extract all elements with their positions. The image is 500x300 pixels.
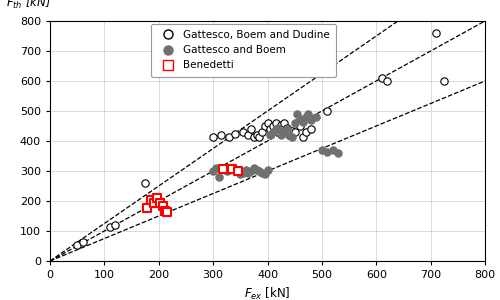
Point <box>78 239 86 244</box>
Point <box>209 134 217 139</box>
Point <box>231 131 239 136</box>
Point <box>290 121 298 125</box>
Point <box>302 115 310 119</box>
Point <box>378 76 386 80</box>
Point <box>228 166 236 171</box>
Point <box>247 127 255 131</box>
Point <box>242 167 250 172</box>
Point <box>307 118 315 122</box>
Point <box>156 200 164 205</box>
Point <box>280 121 288 125</box>
Point <box>244 170 252 175</box>
Point <box>277 122 285 127</box>
Point <box>158 204 166 209</box>
Point <box>266 133 274 137</box>
Point <box>261 124 269 128</box>
Point <box>234 169 241 173</box>
Point <box>269 130 277 134</box>
Point <box>272 127 280 131</box>
Point <box>269 124 277 128</box>
Point <box>228 166 236 170</box>
Point <box>329 148 337 152</box>
Point <box>209 169 217 173</box>
Point <box>282 125 290 130</box>
Point <box>250 166 258 170</box>
Point <box>312 115 320 119</box>
Point <box>334 151 342 155</box>
Point <box>258 130 266 134</box>
Point <box>162 208 170 213</box>
Point <box>288 134 296 139</box>
Legend: Gattesco, Boem and Dudine, Gattesco and Boem, Benedetti: Gattesco, Boem and Dudine, Gattesco and … <box>151 24 336 77</box>
Point <box>239 130 247 134</box>
Point <box>146 197 154 202</box>
Point <box>141 181 149 185</box>
Point <box>324 109 332 113</box>
Point <box>143 205 151 210</box>
Point <box>266 127 274 131</box>
Point <box>274 130 282 134</box>
Point <box>282 127 290 131</box>
Point <box>288 128 296 133</box>
Point <box>294 112 302 116</box>
Point <box>234 169 241 173</box>
Point <box>280 128 288 133</box>
Point <box>272 121 280 125</box>
Point <box>247 169 255 173</box>
Point <box>285 133 293 137</box>
Point <box>236 172 244 176</box>
Point <box>256 169 264 173</box>
Point <box>150 200 158 205</box>
Point <box>324 149 332 154</box>
Point <box>153 196 161 200</box>
Point <box>302 130 310 134</box>
Point <box>432 31 440 35</box>
Point <box>258 170 266 175</box>
Point <box>383 79 391 83</box>
Point <box>226 134 234 139</box>
Point <box>274 125 282 130</box>
Point <box>318 148 326 152</box>
Point <box>226 167 234 172</box>
Point <box>440 79 448 83</box>
Point <box>304 112 312 116</box>
Text: $F_{th}$ [kN]: $F_{th}$ [kN] <box>6 0 52 11</box>
Point <box>252 167 260 172</box>
Point <box>256 134 264 139</box>
Point <box>290 130 298 134</box>
X-axis label: $F_{ex}$ [kN]: $F_{ex}$ [kN] <box>244 286 291 300</box>
Point <box>277 133 285 137</box>
Point <box>112 223 120 227</box>
Point <box>299 119 307 124</box>
Point <box>285 133 293 137</box>
Point <box>163 210 171 215</box>
Point <box>239 170 247 175</box>
Point <box>106 224 114 229</box>
Point <box>252 133 260 137</box>
Point <box>264 167 272 172</box>
Point <box>250 134 258 139</box>
Point <box>264 121 272 125</box>
Point <box>219 166 227 171</box>
Point <box>214 175 222 179</box>
Point <box>244 133 252 137</box>
Point <box>299 134 307 139</box>
Point <box>218 133 226 137</box>
Point <box>222 169 230 173</box>
Point <box>296 124 304 128</box>
Point <box>212 166 220 170</box>
Point <box>261 172 269 176</box>
Point <box>307 127 315 131</box>
Point <box>73 242 81 247</box>
Point <box>294 121 302 125</box>
Point <box>220 166 228 170</box>
Point <box>296 116 304 121</box>
